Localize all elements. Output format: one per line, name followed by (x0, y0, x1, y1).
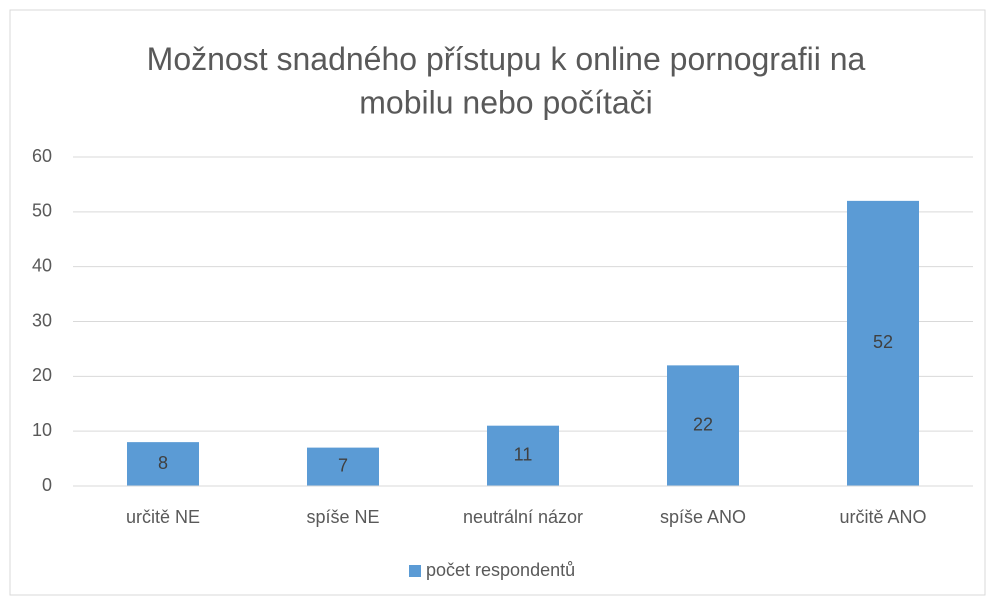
x-tick-label: spíše NE (306, 507, 379, 527)
legend-swatch (409, 565, 421, 577)
x-tick-label: určitě ANO (839, 507, 926, 527)
data-label: 22 (693, 414, 713, 434)
data-label: 7 (338, 456, 348, 476)
bar (487, 425, 559, 486)
y-tick-label: 10 (32, 420, 52, 440)
x-tick-label: neutrální názor (463, 507, 583, 527)
y-tick-label: 20 (32, 365, 52, 385)
bar (667, 365, 739, 486)
x-tick-label: určitě NE (126, 507, 200, 527)
x-tick-label: spíše ANO (660, 507, 746, 527)
data-label: 52 (873, 332, 893, 352)
title-line: Možnost snadného přístupu k online porno… (147, 41, 866, 77)
y-tick-label: 50 (32, 201, 52, 221)
data-label: 11 (514, 445, 533, 465)
legend-label: počet respondentů (426, 560, 575, 580)
bar (307, 447, 379, 486)
chart-border (9, 9, 986, 596)
bar (127, 442, 199, 486)
y-tick-label: 30 (32, 310, 52, 330)
bar (847, 200, 919, 486)
data-label: 8 (158, 453, 168, 473)
y-tick-label: 60 (32, 146, 52, 166)
y-tick-label: 40 (32, 255, 52, 275)
chart-title: Možnost snadného přístupu k online porno… (147, 41, 866, 77)
chart-title: mobilu nebo počítači (359, 84, 653, 120)
y-tick-label: 0 (42, 475, 52, 495)
